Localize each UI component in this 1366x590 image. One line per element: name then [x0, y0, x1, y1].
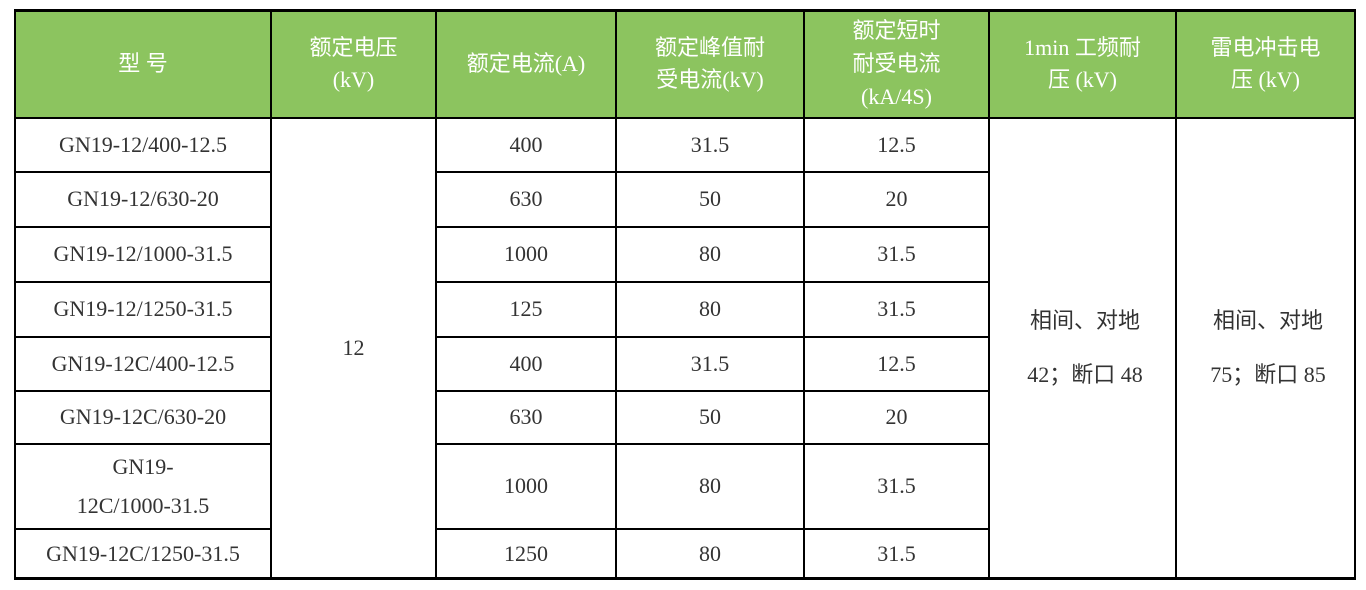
cell-peak-withstand-current: 80 [615, 280, 805, 338]
table-row: GN19-12/400-12.5 12 400 31.5 12.5 相间、对地 … [14, 116, 1356, 580]
cell-model: GN19-12C/630-20 [14, 389, 272, 445]
col-header-short-time-withstand-current: 额定短时 耐受电流 (kA/4S) [803, 9, 990, 119]
cell-peak-withstand-current: 80 [615, 225, 805, 283]
cell-short-time-withstand-current: 31.5 [803, 527, 990, 580]
col-header-rated-current: 额定电流(A) [435, 9, 617, 119]
col-header-lightning-impulse-voltage: 雷电冲击电 压 (kV) [1175, 9, 1356, 119]
cell-short-time-withstand-current: 12.5 [803, 116, 990, 173]
cell-peak-withstand-current: 80 [615, 527, 805, 580]
col-header-peak-withstand-current: 额定峰值耐 受电流(kV) [615, 9, 805, 119]
table-row: GN19-12C/630-20 630 50 20 [14, 389, 1355, 445]
cell-short-time-withstand-current: 31.5 [803, 442, 990, 530]
cell-short-time-withstand-current: 20 [803, 170, 990, 228]
cell-model: GN19-12C/400-12.5 [14, 335, 272, 392]
cell-rated-voltage-merged: 12 [270, 116, 437, 580]
cell-rated-current: 125 [435, 280, 617, 338]
cell-short-time-withstand-current: 31.5 [803, 225, 990, 283]
cell-lightning-impulse-merged: 相间、对地 75；断口 85 [1175, 116, 1356, 580]
gn19-spec-table: 型 号 额定电压 (kV) 额定电流(A) 额定峰值耐 受电流(kV) 额定短时… [14, 9, 1356, 581]
table-row: GN19-12C/1250-31.5 1250 80 31.5 [14, 527, 1355, 580]
table-row: GN19-12/630-20 630 50 20 [14, 170, 1355, 228]
table-row: GN19-12/1000-31.5 1000 80 31.5 [14, 225, 1355, 283]
cell-model: GN19- 12C/1000-31.5 [14, 442, 272, 530]
cell-short-time-withstand-current: 31.5 [803, 280, 990, 338]
cell-model: GN19-12/1250-31.5 [14, 280, 272, 338]
cell-rated-current: 400 [435, 335, 617, 392]
cell-peak-withstand-current: 80 [615, 442, 805, 530]
cell-peak-withstand-current: 50 [615, 170, 805, 228]
cell-rated-current: 630 [435, 170, 617, 228]
cell-rated-current: 400 [435, 116, 617, 173]
cell-power-frequency-withstand-merged: 相间、对地 42；断口 48 [988, 116, 1177, 580]
cell-model: GN19-12/400-12.5 [14, 116, 272, 173]
table-row: GN19-12C/400-12.5 400 31.5 12.5 [14, 335, 1355, 392]
col-header-power-frequency-withstand-voltage: 1min 工频耐 压 (kV) [988, 9, 1177, 119]
cell-rated-current: 1250 [435, 527, 617, 580]
cell-peak-withstand-current: 50 [615, 389, 805, 445]
cell-short-time-withstand-current: 20 [803, 389, 990, 445]
col-header-model: 型 号 [14, 9, 272, 119]
cell-rated-current: 1000 [435, 442, 617, 530]
table-row: GN19- 12C/1000-31.5 1000 80 31.5 [14, 442, 1355, 530]
col-header-rated-voltage: 额定电压 (kV) [270, 9, 437, 119]
header-row: 型 号 额定电压 (kV) 额定电流(A) 额定峰值耐 受电流(kV) 额定短时… [14, 9, 1356, 119]
cell-model: GN19-12/1000-31.5 [14, 225, 272, 283]
cell-peak-withstand-current: 31.5 [615, 335, 805, 392]
cell-short-time-withstand-current: 12.5 [803, 335, 990, 392]
spec-table-container: 型 号 额定电压 (kV) 额定电流(A) 额定峰值耐 受电流(kV) 额定短时… [14, 9, 1356, 581]
cell-rated-current: 1000 [435, 225, 617, 283]
cell-model: GN19-12/630-20 [14, 170, 272, 228]
cell-rated-current: 630 [435, 389, 617, 445]
cell-model: GN19-12C/1250-31.5 [14, 527, 272, 580]
cell-peak-withstand-current: 31.5 [615, 116, 805, 173]
table-row: GN19-12/1250-31.5 125 80 31.5 [14, 280, 1355, 338]
